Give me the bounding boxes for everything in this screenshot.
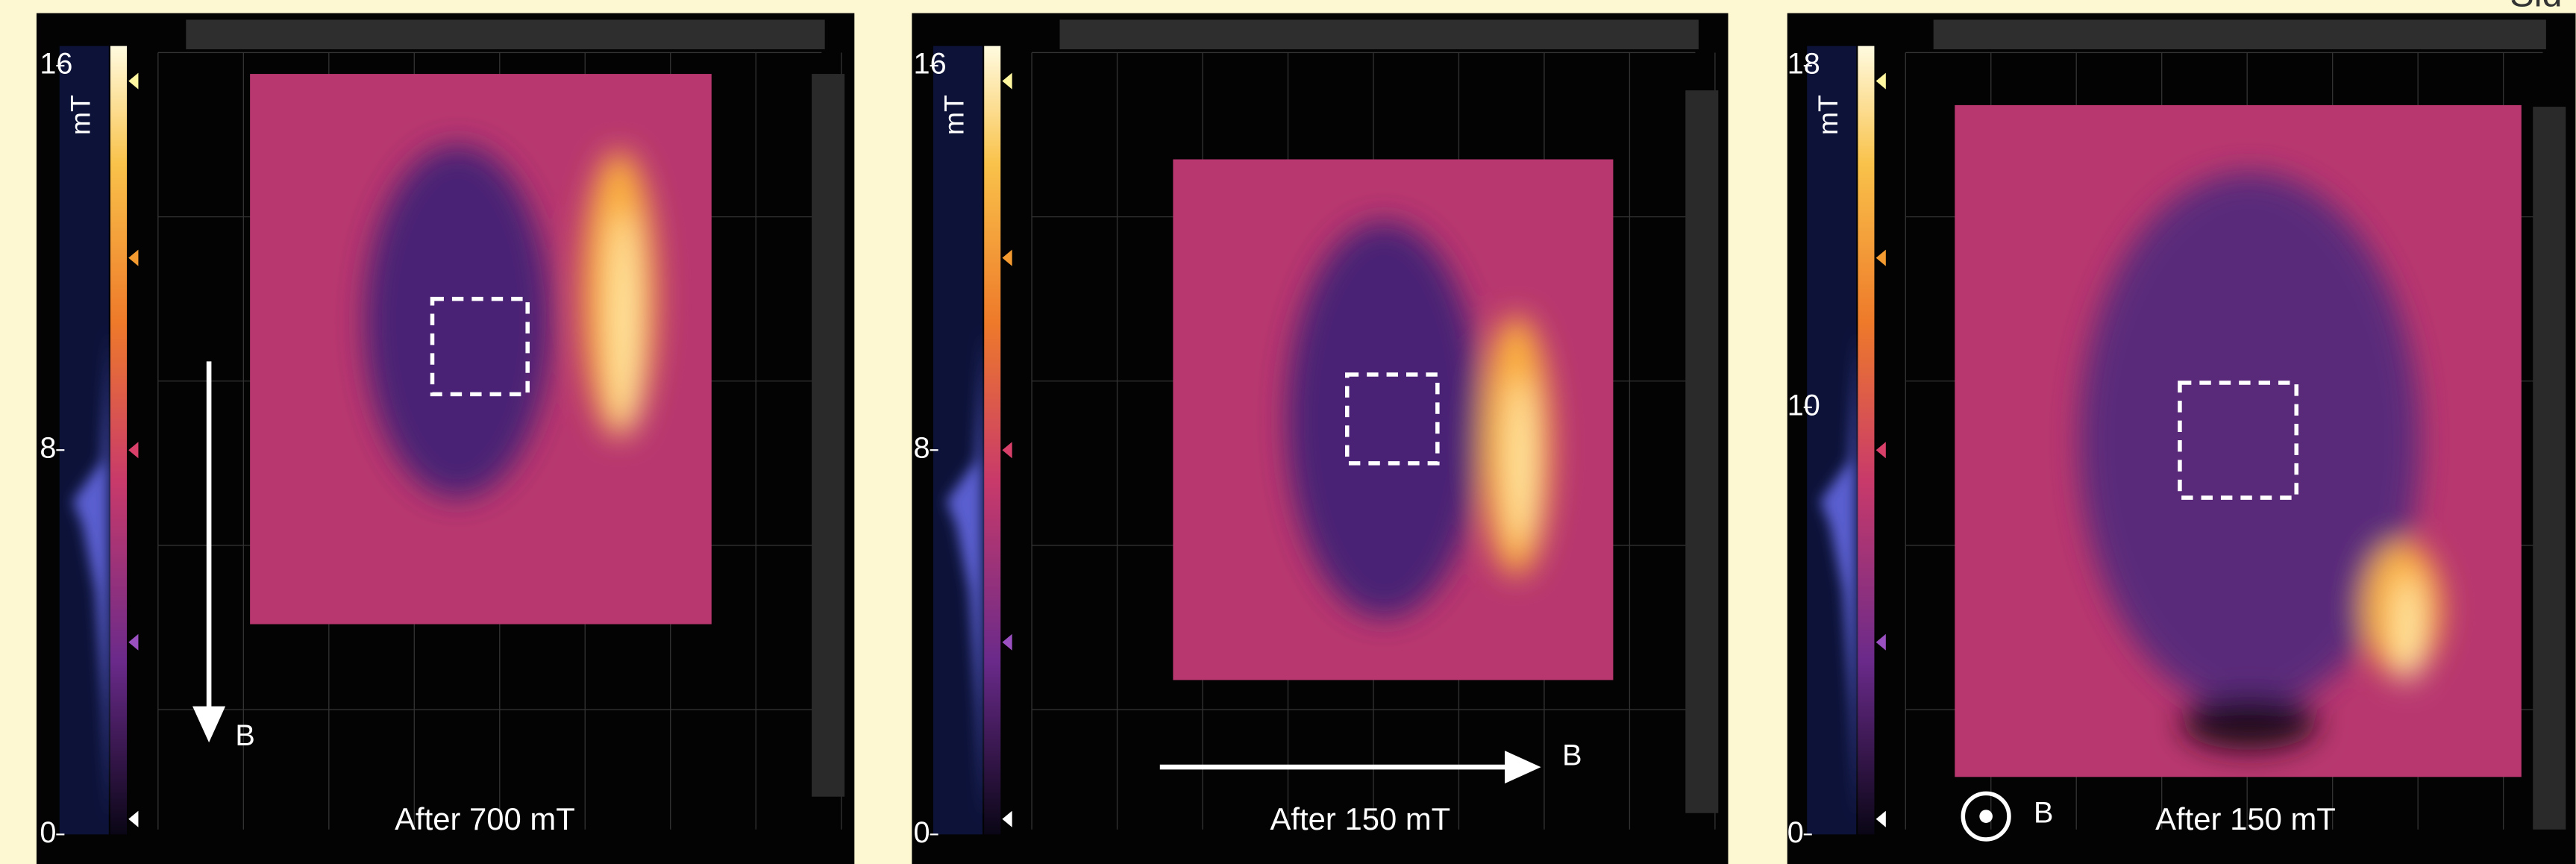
colorbar-unit: mT xyxy=(64,95,95,135)
field-label: B xyxy=(1562,739,1582,771)
map-feature xyxy=(1288,222,1482,617)
top-bar xyxy=(1934,19,2546,49)
caption: After 150 mT xyxy=(2155,801,2336,836)
map-feature xyxy=(612,211,636,431)
map-feature xyxy=(366,145,550,498)
colorbar-tick-label: 18 xyxy=(1787,48,1820,81)
colorbar-tick-label: 8 xyxy=(40,432,56,465)
panel: 0 10 18 mT B After 150 mT xyxy=(1787,13,2576,864)
field-label: B xyxy=(235,719,254,752)
panel: 0 8 16 mT B After 700 mT xyxy=(37,13,854,864)
map-feature xyxy=(1510,378,1532,545)
side-bar xyxy=(2533,107,2566,830)
corner-text: Sid xyxy=(2510,0,2562,14)
side-bar xyxy=(1685,90,1718,813)
colorbar xyxy=(110,46,127,835)
colorbar-unit: mT xyxy=(1812,95,1843,135)
histogram-panel xyxy=(60,46,109,835)
map-feature xyxy=(2181,696,2317,750)
colorbar-tick-label: 16 xyxy=(914,48,947,81)
colorbar-tick-label: 0 xyxy=(914,816,930,849)
colorbar xyxy=(1858,46,1874,835)
colorbar-tick-label: 10 xyxy=(1787,389,1820,422)
field-label: B xyxy=(2034,796,2053,829)
caption: After 700 mT xyxy=(395,801,575,836)
colorbar-unit: mT xyxy=(938,95,970,135)
colorbar xyxy=(984,46,1000,835)
colorbar-tick-label: 8 xyxy=(914,432,930,465)
figure: Sid 0 8 16 mT B After 700 mT 0 8 16 mT B After 150 … xyxy=(0,0,2576,864)
side-bar xyxy=(812,74,844,797)
top-bar xyxy=(1059,19,1698,49)
top-bar xyxy=(186,19,824,49)
panel: 0 8 16 mT B After 150 mT xyxy=(912,13,1728,864)
caption: After 150 mT xyxy=(1270,801,1451,836)
colorbar-tick-label: 0 xyxy=(1787,816,1804,849)
histogram-panel xyxy=(933,46,983,835)
field-symbol-dot xyxy=(1979,810,1993,823)
map-feature xyxy=(2397,575,2419,683)
histogram-panel xyxy=(1807,46,1856,835)
colorbar-tick-label: 16 xyxy=(40,48,72,81)
colorbar-tick-label: 0 xyxy=(40,816,56,849)
